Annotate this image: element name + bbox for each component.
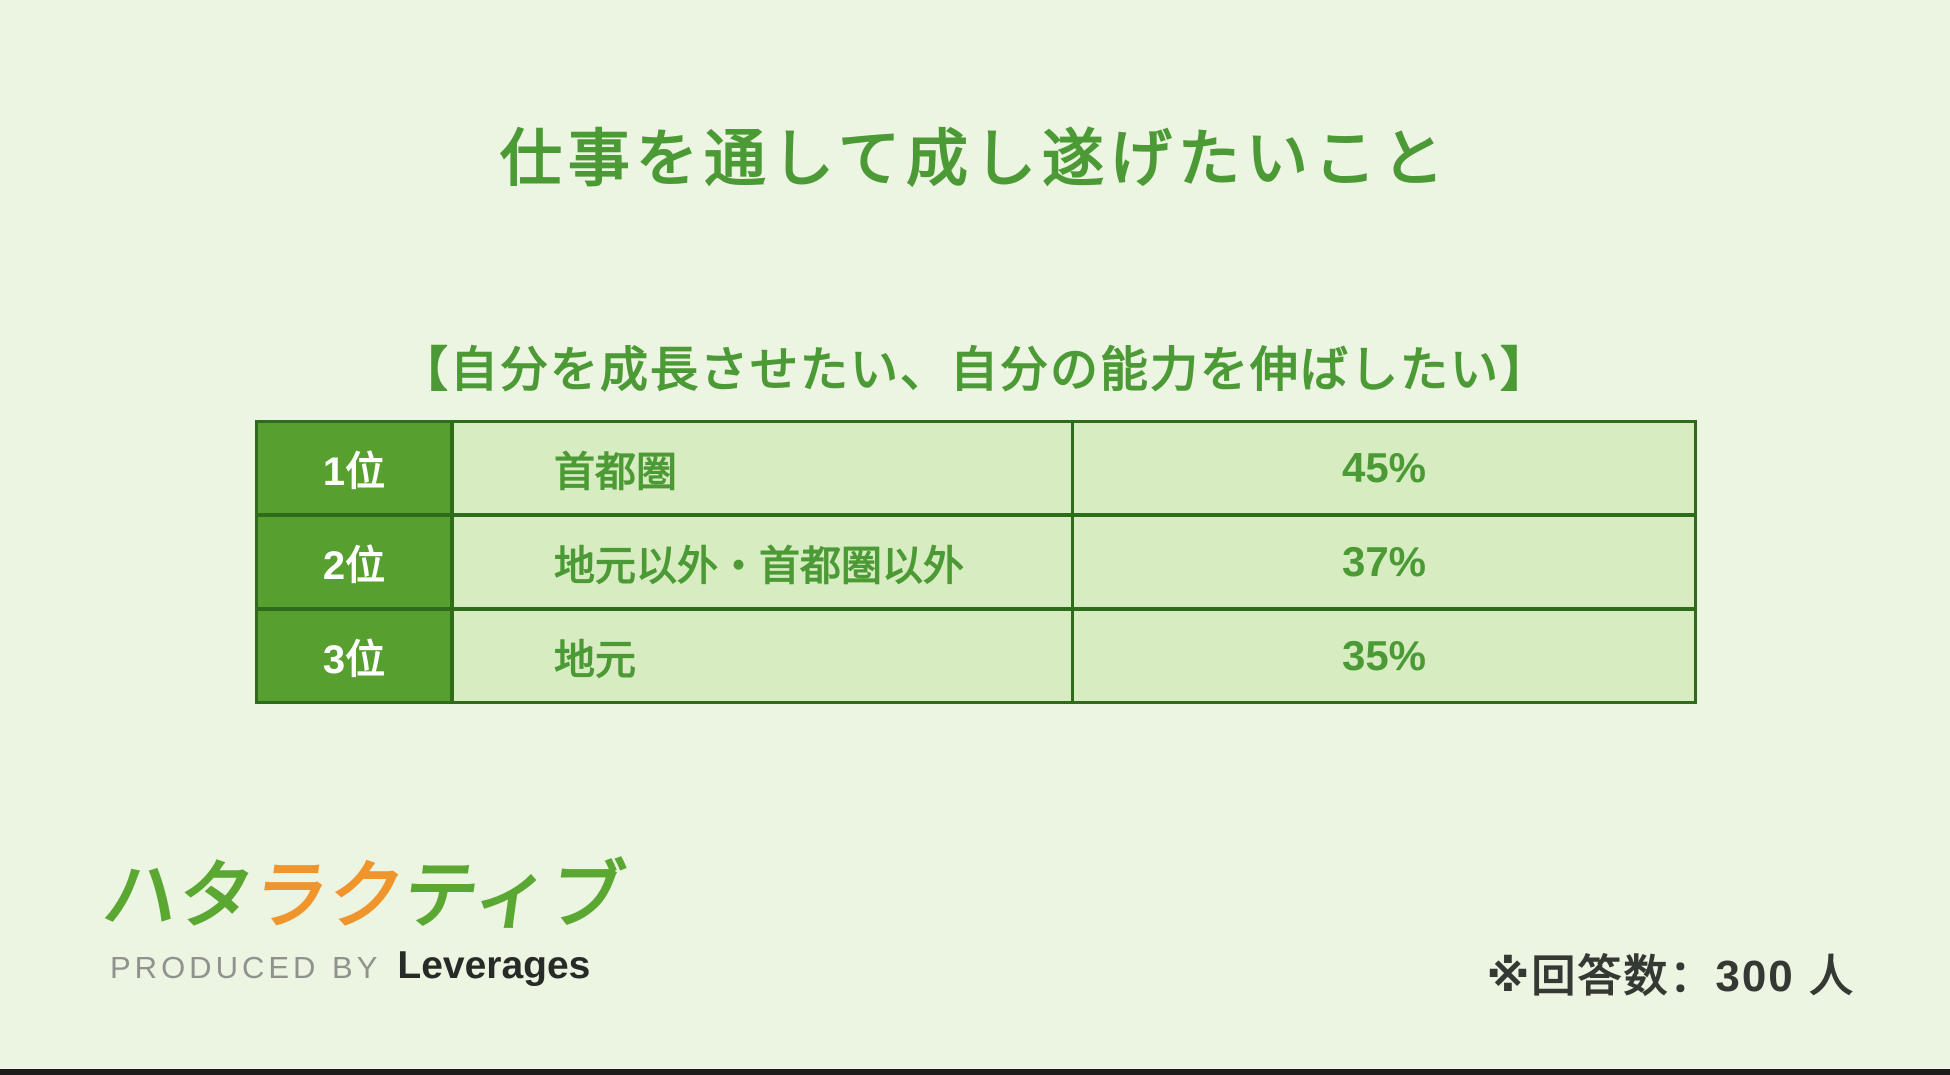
table-row: 3位 地元 35% xyxy=(258,607,1694,701)
rank-cell: 1位 xyxy=(258,423,454,513)
question-subtitle: 【自分を成長させたい、自分の能力を伸ばしたい】 xyxy=(399,344,1550,397)
produced-by-line: PRODUCED BY Leverages xyxy=(110,944,590,988)
bottom-edge-bar xyxy=(0,1069,1950,1075)
page-title: 仕事を通して成し遂げたいこと xyxy=(499,125,1451,194)
answer-cell: 地元以外・首都圏以外 xyxy=(454,517,1074,607)
leverages-brand: Leverages xyxy=(397,944,591,987)
respondents-note: ※回答数：300 人 xyxy=(1486,952,1855,1001)
ranking-table: 1位 首都圏 45% 2位 地元以外・首都圏以外 37% 3位 地元 35% xyxy=(255,420,1697,704)
percentage-cell: 35% xyxy=(1074,611,1694,701)
table-row: 2位 地元以外・首都圏以外 37% xyxy=(258,513,1694,607)
logo-segment: ティブ xyxy=(398,854,631,937)
rank-cell: 2位 xyxy=(258,517,454,607)
logo-segment: ラク xyxy=(248,854,410,937)
hatarakutive-logo: ハタラクティブ xyxy=(97,836,633,943)
answer-cell: 地元 xyxy=(454,611,1074,701)
rank-cell: 3位 xyxy=(258,611,454,701)
percentage-cell: 45% xyxy=(1074,423,1694,513)
answer-cell: 首都圏 xyxy=(454,423,1074,513)
produced-by-label: PRODUCED BY xyxy=(110,950,382,985)
logo-segment: ハタ xyxy=(98,854,260,937)
percentage-cell: 37% xyxy=(1074,517,1694,607)
table-row: 1位 首都圏 45% xyxy=(258,423,1694,513)
